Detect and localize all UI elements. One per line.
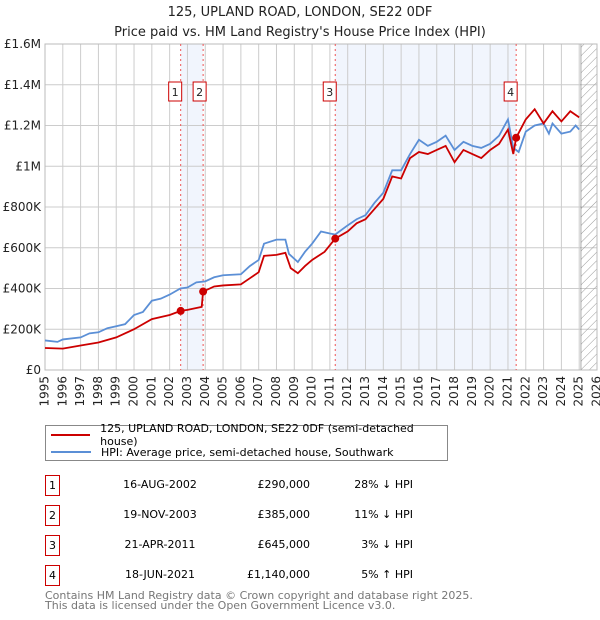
x-tick-label: 2011 bbox=[322, 376, 336, 407]
sale-price: £645,000 bbox=[257, 538, 311, 551]
y-tick-label: £800K bbox=[3, 200, 43, 214]
sale-marker-number: 2 bbox=[45, 505, 60, 526]
plot-area: 1995 1996 1997 1998 1999 2000 2001 2002 2003 2004… bbox=[3, 37, 600, 407]
legend-label: 125, UPLAND ROAD, LONDON, SE22 0DF (semi… bbox=[100, 422, 414, 448]
sale-hpi-diff: 3% ↓ HPI bbox=[361, 538, 413, 551]
x-tick-label: 2009 bbox=[287, 376, 301, 407]
y-tick-label: £1.6M bbox=[4, 37, 41, 51]
sale-date: 19-NOV-2003 bbox=[123, 508, 197, 521]
legend-swatch-blue bbox=[51, 451, 91, 453]
price-paid-line bbox=[44, 107, 580, 350]
x-tick-label: 2001 bbox=[144, 376, 158, 407]
x-tick-label: 2018 bbox=[447, 376, 461, 407]
x-tick-label: 1997 bbox=[73, 376, 87, 407]
sale-marker-number: 4 bbox=[45, 565, 60, 586]
x-tick-label: 2021 bbox=[500, 376, 514, 407]
x-tick-label: 2008 bbox=[269, 376, 283, 407]
legend: 125, UPLAND ROAD, LONDON, SE22 0DF (semi… bbox=[45, 422, 448, 461]
y-tick-label: £400K bbox=[3, 282, 43, 296]
hpi-line bbox=[44, 116, 580, 343]
footer-line-2: This data is licensed under the Open Gov… bbox=[45, 599, 396, 612]
sale-row: 2 19-NOV-2003 £385,000 11% ↓ HPI bbox=[45, 505, 465, 526]
legend-swatch-red bbox=[51, 434, 91, 436]
sale-marker-box bbox=[192, 81, 207, 102]
sale-price: £1,140,000 bbox=[247, 568, 310, 581]
x-tick-label: 2015 bbox=[394, 376, 408, 407]
x-tick-label: 2026 bbox=[590, 376, 600, 407]
sale-marker-box bbox=[168, 81, 183, 102]
y-tick-label: £1.4M bbox=[4, 78, 41, 92]
sale-hpi-diff: 11% ↓ HPI bbox=[354, 508, 413, 521]
sale-hpi-diff: 28% ↓ HPI bbox=[354, 478, 413, 491]
sale-marker-label: 3 bbox=[326, 86, 333, 99]
sale-marker-box bbox=[322, 81, 337, 102]
sale-marker-label: 1 bbox=[172, 86, 179, 99]
forecast-hatch bbox=[580, 43, 598, 371]
x-tick-label: 2020 bbox=[483, 376, 497, 407]
y-tick-label: £600K bbox=[3, 241, 43, 255]
y-tick-label: £200K bbox=[3, 322, 43, 336]
sale-date: 21-APR-2011 bbox=[124, 538, 196, 551]
chart-title: 125, UPLAND ROAD, LONDON, SE22 0DF bbox=[167, 5, 433, 20]
sale-marker-label: 2 bbox=[196, 86, 203, 99]
sale-date: 18-JUN-2021 bbox=[124, 568, 196, 581]
x-tick-label: 2016 bbox=[411, 376, 425, 407]
x-tick-label: 2013 bbox=[358, 376, 372, 407]
sale-date: 16-AUG-2002 bbox=[123, 478, 197, 491]
footer-line-1: Contains HM Land Registry data © Crown c… bbox=[45, 589, 473, 602]
sale-row: 1 16-AUG-2002 £290,000 28% ↓ HPI bbox=[45, 475, 465, 496]
sale-marker-box bbox=[503, 81, 518, 102]
x-tick-label: 2007 bbox=[251, 376, 265, 407]
x-tick-label: 2005 bbox=[216, 376, 230, 407]
plot-frame bbox=[44, 43, 598, 371]
sale-price: £290,000 bbox=[257, 478, 311, 491]
x-tick-label: 2002 bbox=[162, 376, 176, 407]
sale-marker-label: 4 bbox=[507, 86, 514, 99]
legend-label: HPI: Average price, semi-detached house,… bbox=[101, 445, 394, 459]
sale-row: 3 21-APR-2011 £645,000 3% ↓ HPI bbox=[45, 535, 465, 556]
y-tick-label: £1M bbox=[15, 159, 41, 173]
y-tick-label: £1.2M bbox=[4, 119, 41, 133]
x-tick-label: 2000 bbox=[127, 376, 141, 407]
sale-row: 4 18-JUN-2021 £1,140,000 5% ↑ HPI bbox=[45, 565, 465, 586]
x-tick-label: 2012 bbox=[340, 376, 354, 407]
chart-title-block: 125, UPLAND ROAD, LONDON, SE22 0DF Price… bbox=[0, 3, 600, 43]
x-tick-label: 2025 bbox=[572, 376, 586, 407]
x-tick-label: 1996 bbox=[55, 376, 69, 407]
legend-item-hpi: HPI: Average price, semi-detached house,… bbox=[51, 444, 393, 460]
sale-point bbox=[331, 234, 340, 243]
x-tick-label: 2003 bbox=[180, 376, 194, 407]
sale-hpi-diff: 5% ↑ HPI bbox=[361, 568, 413, 581]
x-tick-label: 2010 bbox=[305, 376, 319, 407]
x-tick-label: 2017 bbox=[429, 376, 443, 407]
sale-marker-number: 1 bbox=[45, 475, 60, 496]
x-tick-label: 1999 bbox=[109, 376, 123, 407]
x-tick-label: 2023 bbox=[536, 376, 550, 407]
x-tick-label: 2022 bbox=[518, 376, 532, 407]
footer: Contains HM Land Registry data © Crown c… bbox=[45, 589, 473, 612]
x-tick-label: 2024 bbox=[554, 376, 568, 407]
x-tick-label: 1998 bbox=[91, 376, 105, 407]
y-tick-label: £0 bbox=[26, 363, 41, 377]
x-tick-label: 2004 bbox=[198, 376, 212, 407]
x-tick-label: 2019 bbox=[465, 376, 479, 407]
x-tick-label: 2014 bbox=[376, 376, 390, 407]
chart-subtitle: Price paid vs. HM Land Registry's House … bbox=[114, 25, 486, 40]
sale-point bbox=[176, 306, 185, 315]
sale-point bbox=[512, 133, 521, 142]
sale-point bbox=[199, 287, 208, 296]
x-tick-label: 1995 bbox=[38, 376, 52, 407]
legend-item-property: 125, UPLAND ROAD, LONDON, SE22 0DF (semi… bbox=[51, 422, 447, 448]
sale-price: £385,000 bbox=[257, 508, 311, 521]
x-tick-label: 2006 bbox=[233, 376, 247, 407]
sale-marker-number: 3 bbox=[45, 535, 60, 556]
